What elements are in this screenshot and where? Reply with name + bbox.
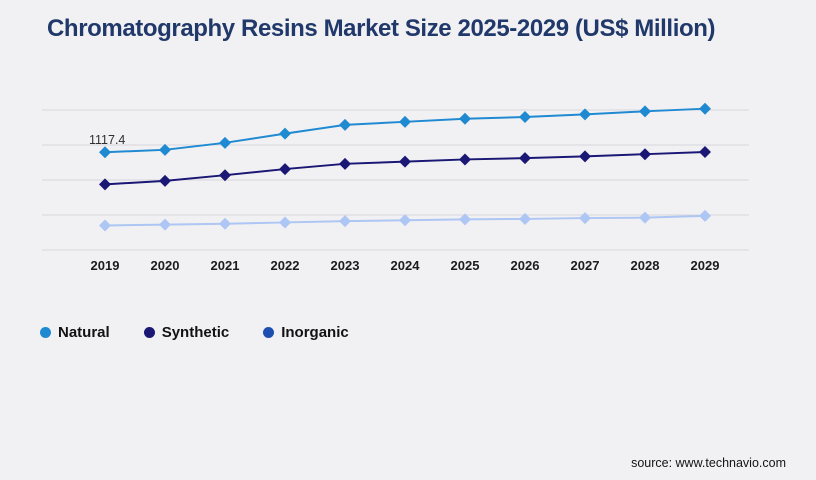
x-axis-label-2025: 2025 (451, 258, 480, 273)
x-axis-label-2020: 2020 (151, 258, 180, 273)
data-point-synthetic-2026 (519, 152, 531, 165)
data-point-synthetic-2020 (159, 174, 171, 187)
data-point-synthetic-2025 (459, 153, 471, 166)
data-point-synthetic-2019 (99, 178, 111, 191)
data-point-natural-2029 (699, 102, 711, 115)
legend-label: Inorganic (281, 324, 349, 341)
data-point-synthetic-2021 (219, 169, 231, 182)
x-axis-label-2019: 2019 (91, 258, 120, 273)
data-point-natural-2019 (99, 146, 111, 159)
series-line-natural (104, 107, 706, 154)
data-point-inorganic-2021 (219, 217, 231, 230)
data-point-natural-2025 (459, 112, 471, 125)
data-point-natural-2024 (399, 115, 411, 128)
data-point-synthetic-2023 (339, 157, 351, 170)
x-axis-label-2028: 2028 (631, 258, 660, 273)
legend-label: Synthetic (161, 324, 230, 341)
data-point-natural-2021 (219, 136, 231, 149)
data-point-natural-2022 (279, 127, 291, 140)
data-point-natural-2028 (639, 105, 651, 118)
x-axis-label-2026: 2026 (511, 258, 540, 273)
data-point-inorganic-2024 (399, 214, 411, 227)
x-axis-label-2022: 2022 (271, 258, 300, 273)
legend-label: Natural (58, 324, 110, 341)
synthetic-series-marker-icon (143, 327, 155, 338)
data-point-synthetic-2027 (579, 150, 591, 163)
data-label: 1117.4 (89, 133, 125, 147)
x-axis-label-2029: 2029 (691, 258, 720, 273)
legend-item-inorganic: Inorganic (263, 324, 349, 341)
legend-item-synthetic: Synthetic (143, 324, 230, 341)
data-point-inorganic-2022 (279, 216, 291, 229)
data-point-synthetic-2029 (699, 146, 711, 158)
x-axis-label-2021: 2021 (211, 258, 240, 273)
data-point-inorganic-2025 (459, 213, 471, 226)
legend-item-natural: Natural (40, 324, 110, 341)
data-point-synthetic-2024 (399, 155, 411, 168)
x-axis-label-2024: 2024 (391, 258, 421, 273)
data-point-natural-2023 (339, 118, 351, 131)
data-point-inorganic-2026 (519, 212, 531, 225)
x-axis-label-2023: 2023 (331, 258, 360, 273)
data-point-natural-2020 (159, 143, 171, 156)
natural-series-marker-icon (40, 327, 51, 338)
data-point-natural-2027 (579, 108, 591, 121)
data-point-inorganic-2023 (339, 215, 351, 228)
x-axis-label-2027: 2027 (571, 258, 600, 273)
data-point-inorganic-2019 (99, 219, 111, 232)
data-point-inorganic-2027 (579, 212, 591, 225)
data-point-inorganic-2028 (639, 211, 651, 224)
data-point-natural-2026 (519, 111, 531, 123)
data-point-synthetic-2028 (639, 148, 651, 161)
chart-legend: Natural Synthetic Inorganic (40, 324, 349, 341)
data-point-inorganic-2020 (159, 218, 171, 231)
chart-title: Chromatography Resins Market Size 2025-2… (47, 15, 716, 42)
data-point-synthetic-2022 (279, 163, 291, 176)
inorganic-series-marker-icon (263, 327, 275, 338)
data-point-inorganic-2029 (699, 209, 711, 222)
source-attribution: source: www.technavio.com (631, 456, 786, 470)
